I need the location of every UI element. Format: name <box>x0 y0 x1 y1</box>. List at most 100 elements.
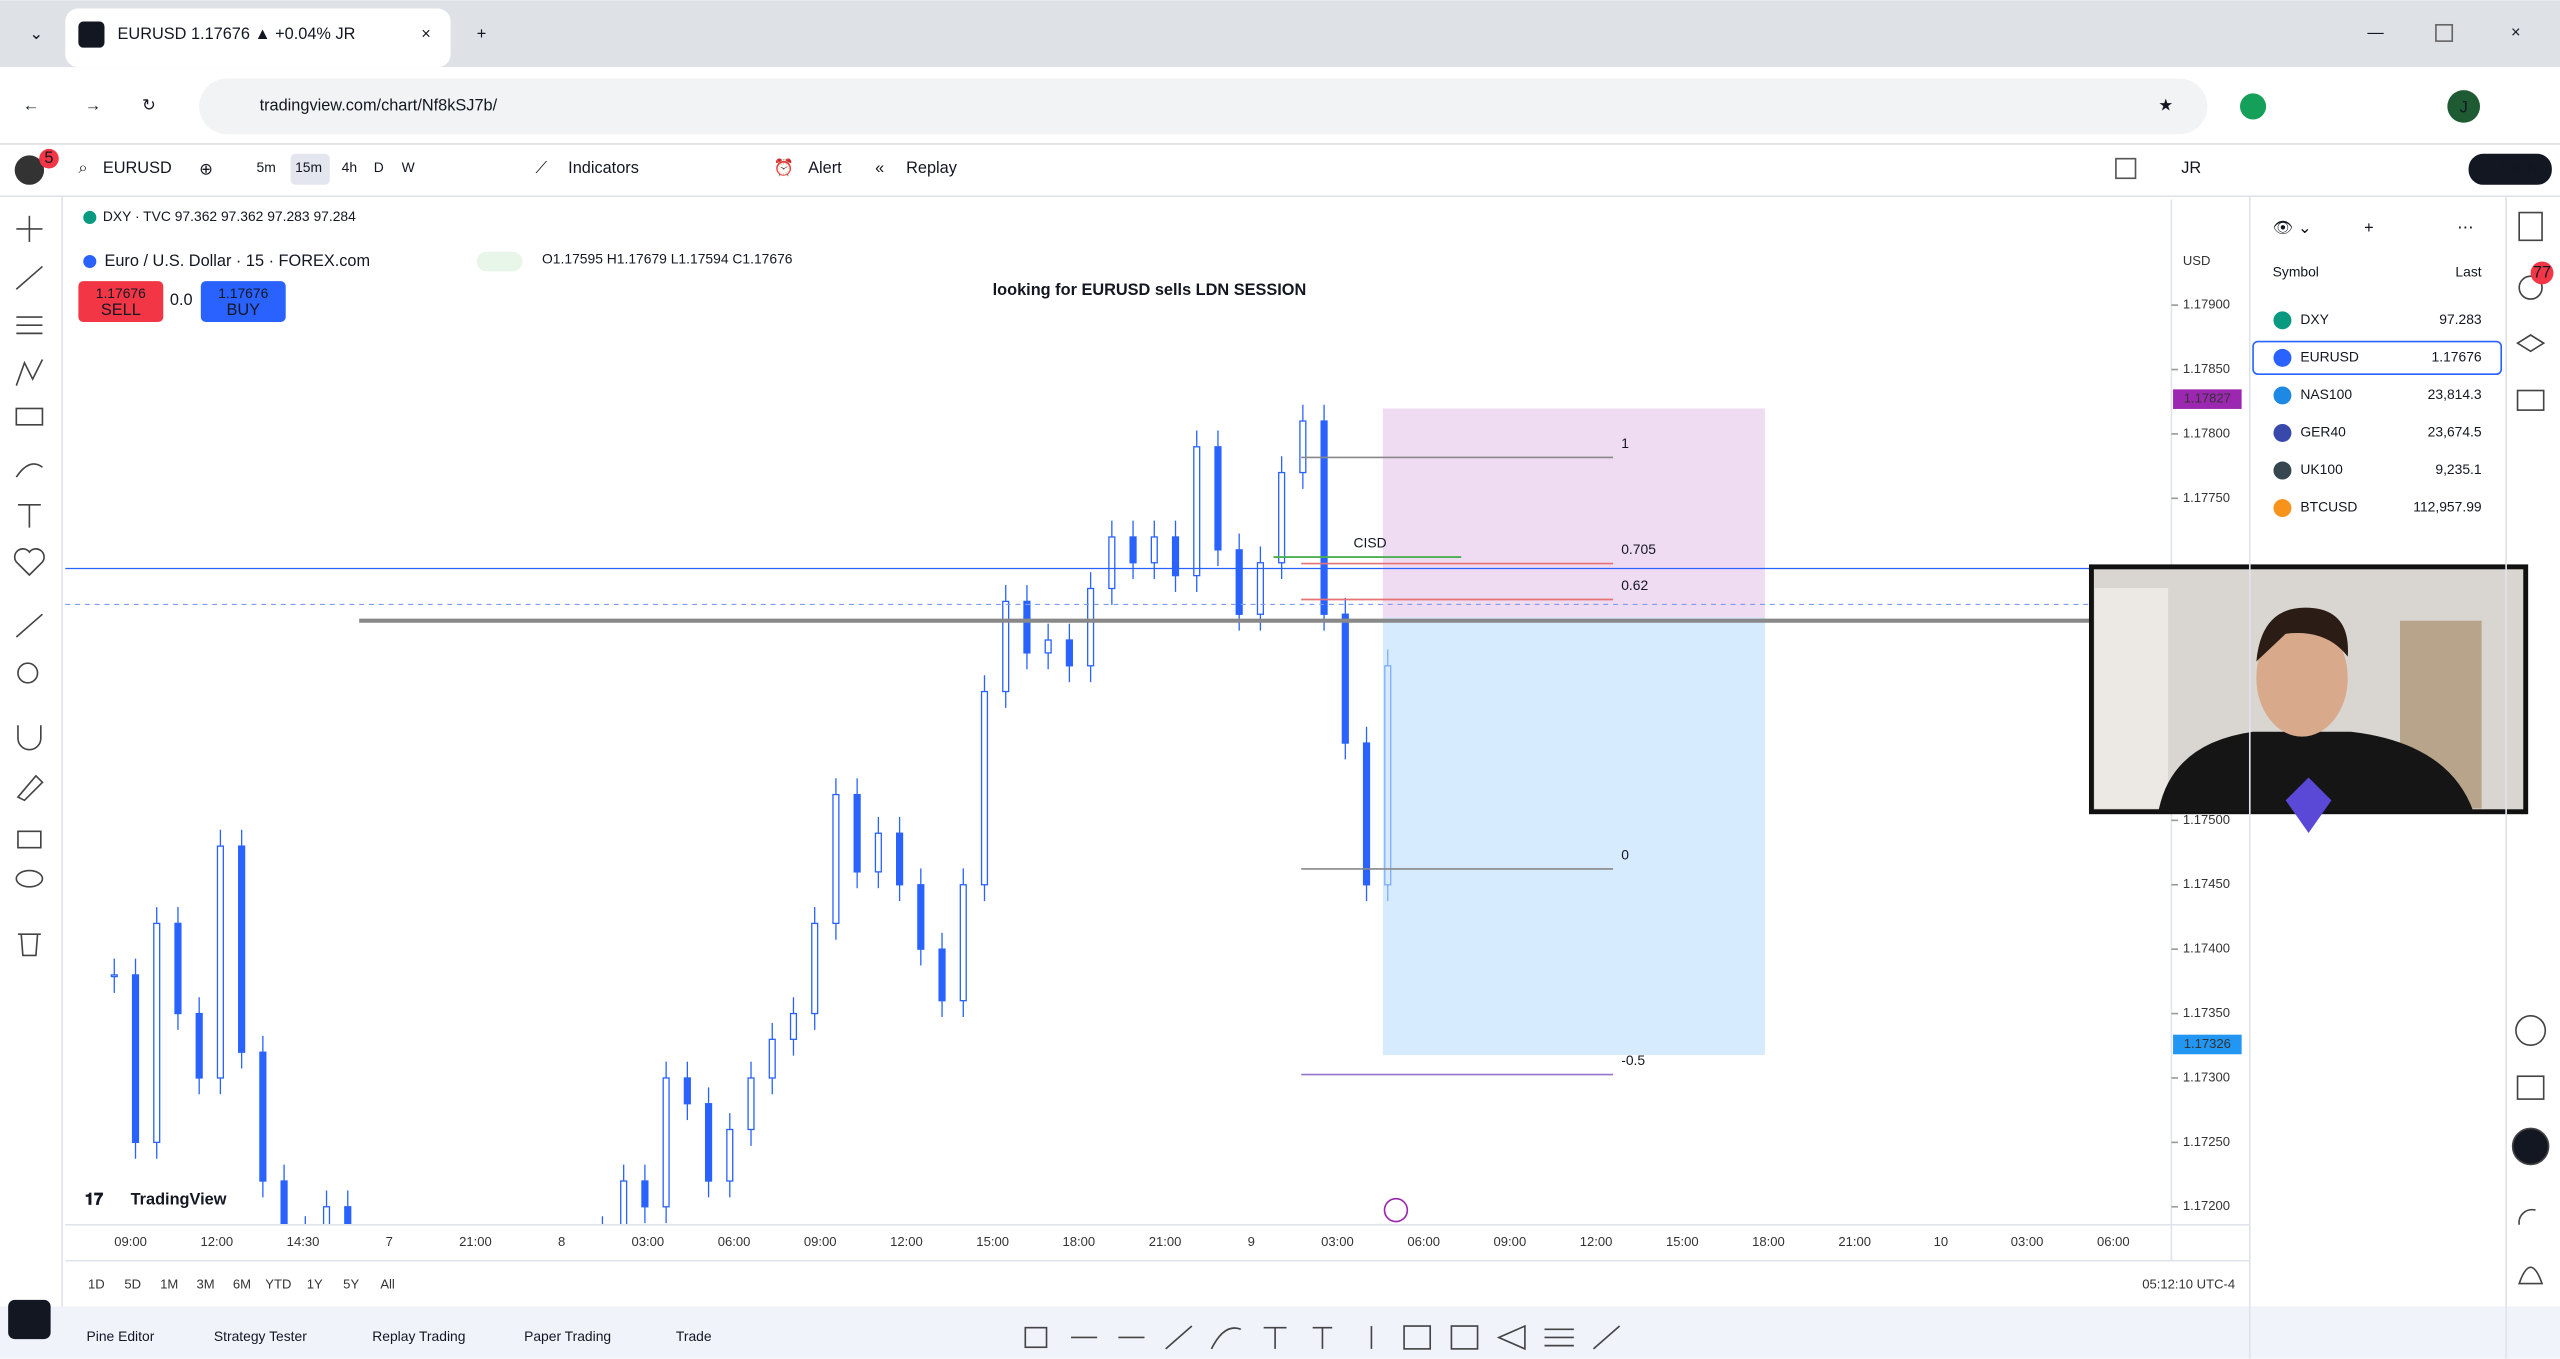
candle-body <box>366 1245 372 1271</box>
symbol[interactable]: DXY <box>2300 311 2329 327</box>
watchlist-menu[interactable]: 👁 ⌄ <box>2273 219 2312 237</box>
alert[interactable]: Alert <box>808 159 842 177</box>
extension[interactable] <box>2240 93 2267 120</box>
interval[interactable]: D <box>374 159 384 175</box>
range-button[interactable]: 1Y <box>307 1277 323 1292</box>
plot-area[interactable] <box>65 199 2172 1225</box>
range-button[interactable]: YTD <box>265 1277 291 1292</box>
forward[interactable]: → <box>85 97 101 115</box>
last-price[interactable]: 9,235.1 <box>2435 461 2482 477</box>
interval[interactable]: 4h <box>342 159 357 175</box>
range-button[interactable]: All <box>380 1277 395 1292</box>
active-tab[interactable] <box>65 8 451 68</box>
candle-body <box>789 1012 798 1040</box>
interval[interactable]: W <box>402 159 416 175</box>
symbol[interactable]: EURUSD <box>2300 349 2359 365</box>
publish-button[interactable] <box>2468 153 2552 185</box>
sell-button[interactable] <box>78 281 164 322</box>
annotation: looking for EURUSD sells LDN SESSION <box>993 281 1307 299</box>
range-button[interactable]: 6M <box>233 1277 251 1292</box>
candle-body <box>1278 471 1286 564</box>
compare[interactable]: ⊕ <box>199 160 213 178</box>
close-window[interactable]: × <box>2511 23 2521 41</box>
last-price[interactable]: 1.17676 <box>2432 349 2482 365</box>
interval[interactable]: 15m <box>295 159 322 175</box>
candle-body <box>195 1012 203 1079</box>
time-label: 03:00 <box>632 1234 665 1249</box>
last-price[interactable]: 23,814.3 <box>2428 386 2482 402</box>
bottom-tools <box>1024 1324 1621 1351</box>
range-button[interactable]: 1M <box>160 1277 178 1292</box>
search-icon[interactable]: ⌕ <box>78 159 87 177</box>
back[interactable]: ← <box>23 97 39 115</box>
last-price[interactable]: 112,957.99 <box>2413 499 2482 515</box>
last-price[interactable]: 97.283 <box>2439 311 2482 327</box>
badge-count: 5 <box>44 149 53 167</box>
candle-body <box>1108 536 1116 590</box>
bottom-tab[interactable]: Pine Editor <box>87 1328 155 1344</box>
symbol-icon <box>2273 499 2292 518</box>
fib-label: 0.62 <box>1621 577 1648 593</box>
currency[interactable]: USD <box>2183 253 2211 268</box>
symbol-search[interactable]: EURUSD <box>103 159 172 177</box>
event-marker[interactable] <box>1383 1197 1409 1223</box>
publish[interactable]: Publish <box>2483 160 2537 178</box>
symbol[interactable]: NAS100 <box>2300 386 2352 402</box>
time-label: 8 <box>558 1234 565 1249</box>
reload[interactable]: ↻ <box>142 97 156 115</box>
price-badge <box>2173 1034 2242 1055</box>
candle-body <box>1087 587 1095 667</box>
bottom-tab[interactable]: Paper Trading <box>524 1328 611 1344</box>
new-tab[interactable]: + <box>477 25 487 43</box>
cisd-label: CISD <box>1353 535 1386 551</box>
minimize[interactable]: — <box>2367 23 2384 41</box>
range-button[interactable]: 1D <box>88 1277 105 1292</box>
range-button[interactable]: 5D <box>124 1277 141 1292</box>
bottom-tab[interactable]: Trade <box>676 1328 712 1344</box>
clock: 05:12:10 UTC-4 <box>2142 1277 2235 1292</box>
symbol[interactable]: BTCUSD <box>2300 499 2357 515</box>
alert-icon[interactable]: ⏰ <box>774 157 794 177</box>
range-button[interactable]: 3M <box>196 1277 214 1292</box>
symbol[interactable]: GER40 <box>2300 424 2346 440</box>
buy-price[interactable]: 1.17676 <box>218 285 268 301</box>
bottom-tab[interactable]: Replay Trading <box>372 1328 465 1344</box>
bottom-tab[interactable]: Strategy Tester <box>214 1328 307 1344</box>
logo-text: TradingView <box>131 1191 227 1209</box>
candle-body <box>1320 420 1328 615</box>
interval-active <box>290 153 330 185</box>
tab-close[interactable]: × <box>421 25 431 43</box>
indicators[interactable]: Indicators <box>568 159 639 177</box>
bookmark-star[interactable]: ★ <box>2158 97 2173 115</box>
sell-label[interactable]: SELL <box>101 301 141 319</box>
layout-toggle[interactable] <box>2115 157 2137 180</box>
profile-avatar[interactable] <box>2447 90 2480 123</box>
buy-button[interactable] <box>200 281 286 322</box>
range-button[interactable]: 5Y <box>343 1277 359 1292</box>
time-label: 12:00 <box>200 1234 233 1249</box>
last-price[interactable]: 23,674.5 <box>2428 424 2482 440</box>
dxy-icon <box>83 210 97 224</box>
fib-label: -0.5 <box>1621 1052 1645 1068</box>
tab-title[interactable]: EURUSD 1.17676 ▲ +0.04% JR <box>118 25 356 43</box>
replay[interactable]: Replay <box>906 159 958 177</box>
maximize[interactable] <box>2435 23 2454 42</box>
sell-price[interactable]: 1.17676 <box>96 285 146 301</box>
candle-body <box>216 845 224 1079</box>
more[interactable]: ⋯ <box>2457 219 2473 237</box>
buy-label[interactable]: BUY <box>226 301 260 319</box>
pair-legend[interactable]: Euro / U.S. Dollar · 15 · FOREX.com <box>104 252 370 270</box>
tab-menu[interactable]: ⌄ <box>29 25 43 43</box>
interval[interactable]: 5m <box>256 159 275 175</box>
symbol[interactable]: UK100 <box>2300 461 2343 477</box>
layout-name[interactable]: JR <box>2181 159 2201 177</box>
url[interactable]: tradingview.com/chart/Nf8kSJ7b/ <box>260 97 498 115</box>
add-symbol[interactable]: + <box>2364 219 2374 237</box>
indicators-icon[interactable]: ⟋ <box>536 159 548 177</box>
dxy-legend[interactable]: DXY · TVC 97.362 97.362 97.283 97.284 <box>103 208 356 224</box>
replay-icon[interactable]: « <box>875 159 884 177</box>
fib-label: 1 <box>1621 435 1629 451</box>
user-avatar[interactable] <box>14 155 45 185</box>
url-bar[interactable] <box>199 78 2208 135</box>
favorites[interactable] <box>8 1299 51 1340</box>
